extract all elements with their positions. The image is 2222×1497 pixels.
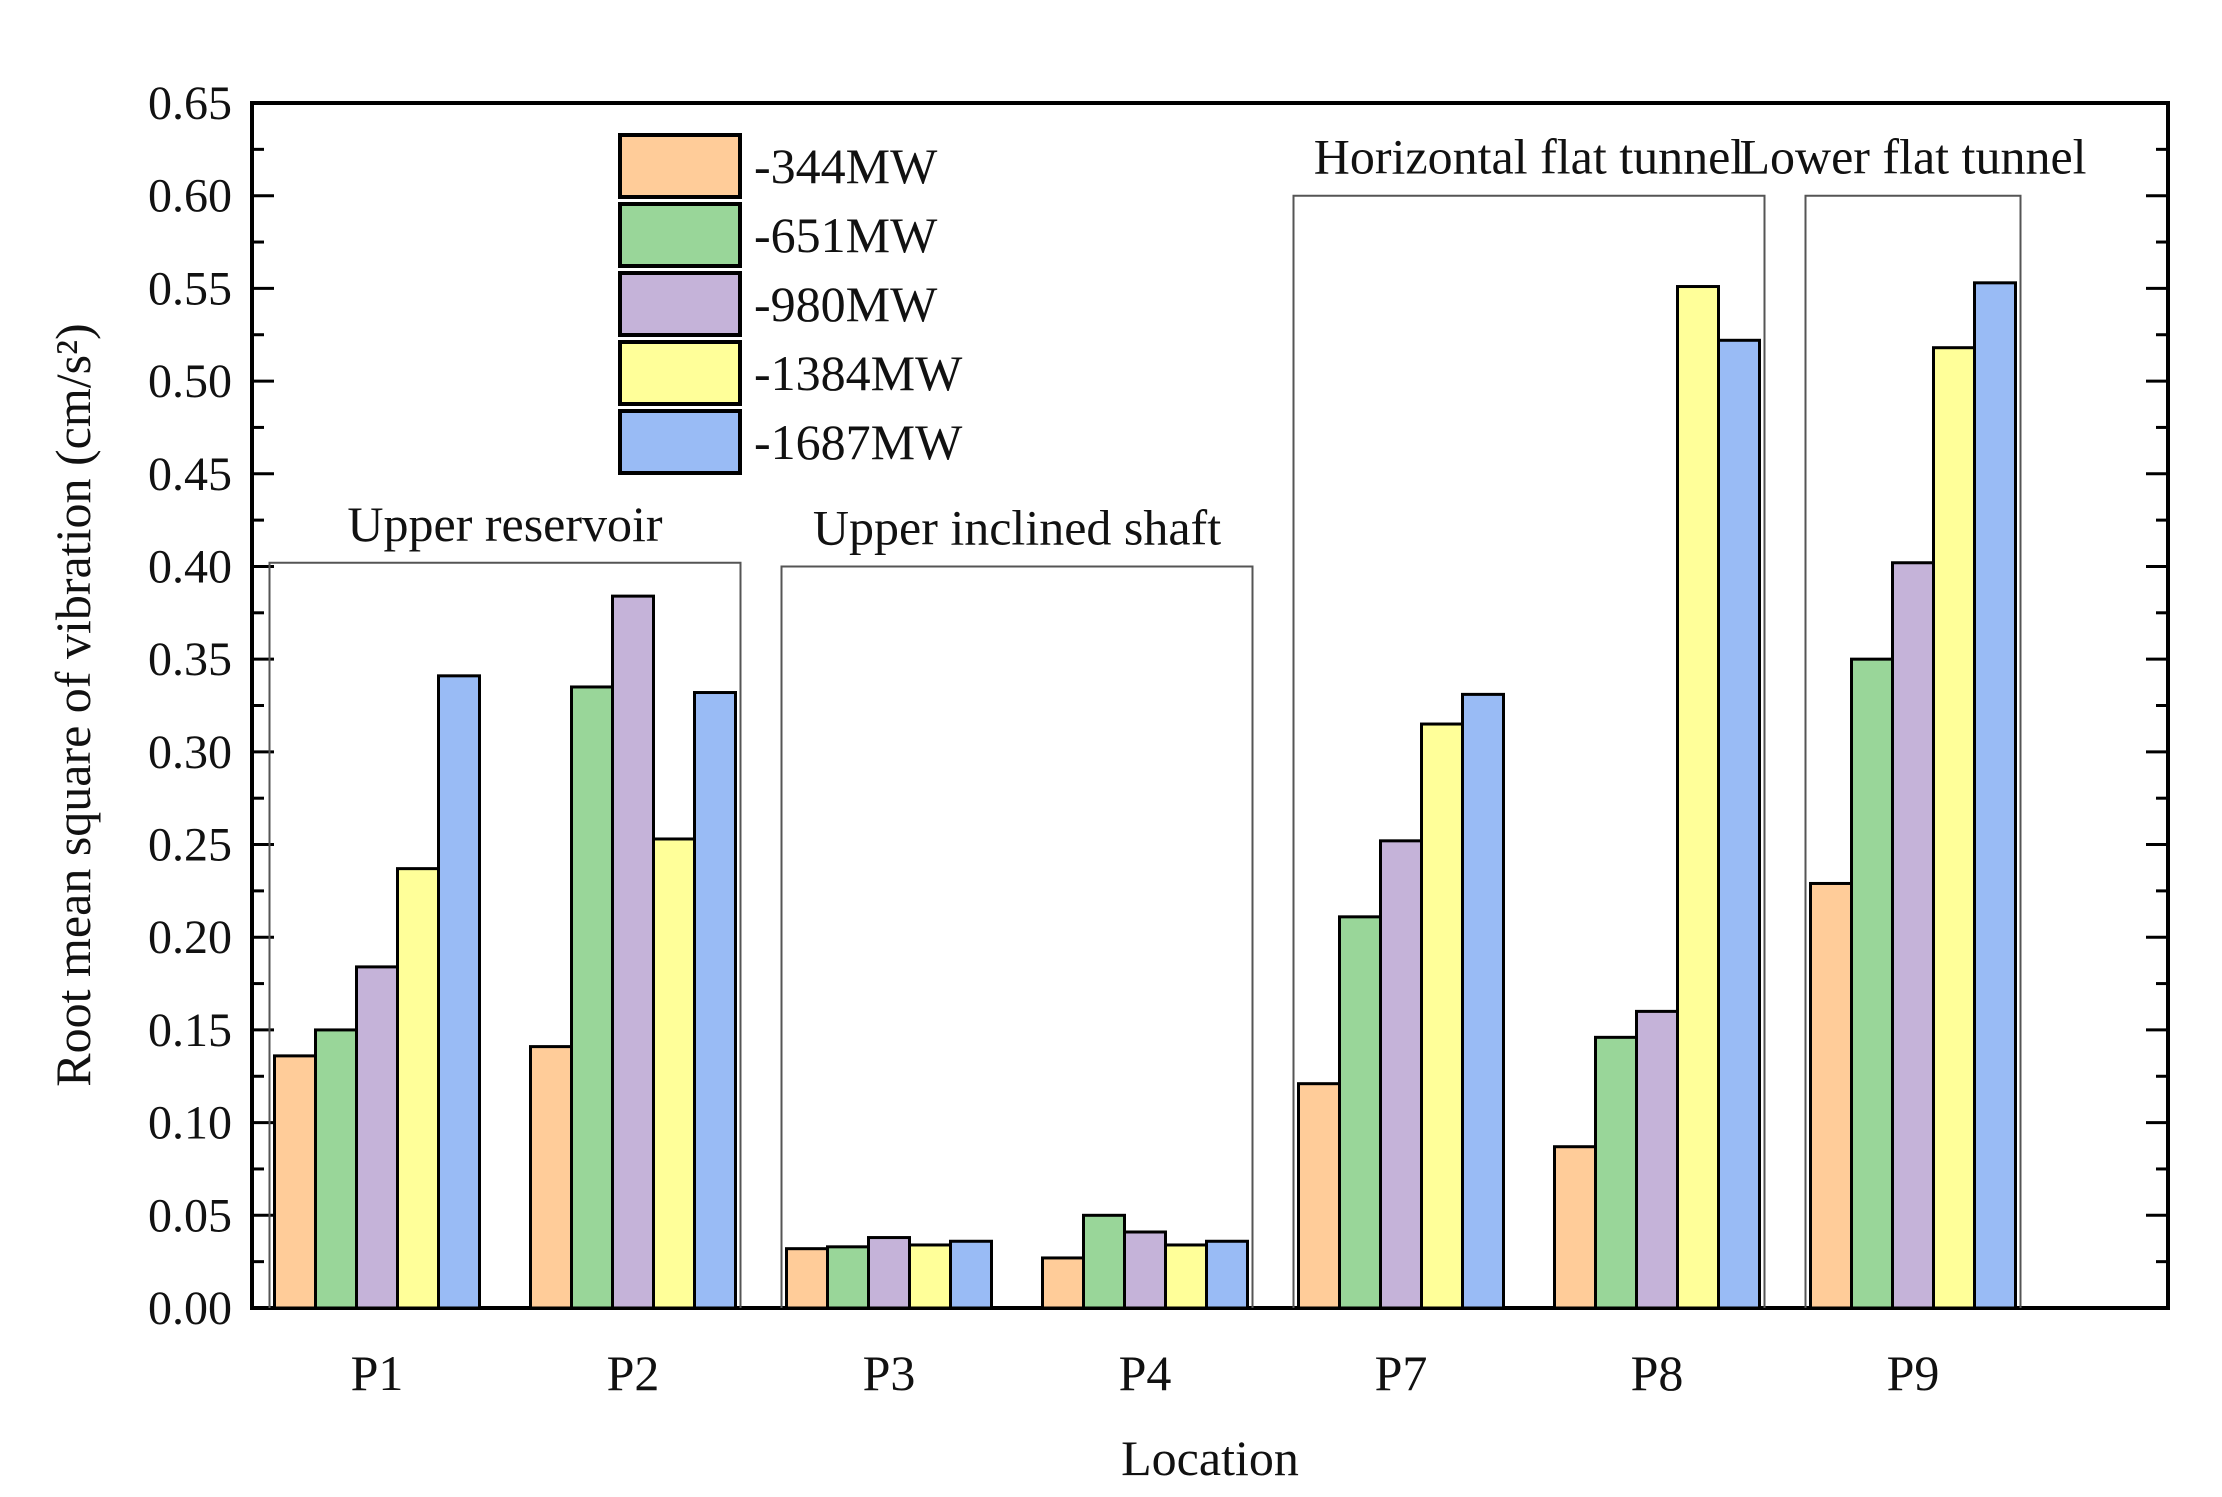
x-axis-category-labels: P1 P2 P3 P4 P7 P8 P9 — [351, 1345, 1940, 1401]
bars — [273, 281, 2017, 1310]
bar-p1-series-1 — [273, 1054, 317, 1310]
y-tick-label: 0.45 — [148, 448, 232, 501]
y-tick-label: 0.15 — [148, 1004, 232, 1057]
y-tick-label: 0.50 — [148, 355, 232, 408]
bar-p9-series-3 — [1891, 561, 1935, 1310]
bar-p9-series-4 — [1932, 346, 1976, 1310]
bar-p2-series-4 — [652, 837, 696, 1310]
bar-p4-series-2 — [1082, 1213, 1126, 1310]
legend-swatch — [618, 271, 742, 337]
legend-label: -1384MW — [754, 345, 963, 401]
legend-label: -1687MW — [754, 414, 963, 470]
y-tick-label: 0.65 — [148, 77, 232, 130]
legend-swatch — [618, 340, 742, 406]
bar-p7-series-2 — [1338, 915, 1382, 1310]
bar-p8-series-4 — [1676, 285, 1720, 1310]
bar-p1-series-2 — [314, 1028, 358, 1310]
bar-p7-series-1 — [1297, 1082, 1341, 1310]
x-axis-title: Location — [1121, 1430, 1299, 1486]
x-tick-label: P3 — [863, 1345, 916, 1401]
legend-swatch — [618, 409, 742, 475]
bar-p8-series-1 — [1553, 1145, 1597, 1310]
bar-p7-series-3 — [1379, 839, 1423, 1310]
group-label: Upper inclined shaft — [813, 499, 1221, 555]
bar-p1-series-4 — [396, 867, 440, 1310]
bar-p8-series-5 — [1717, 338, 1761, 1310]
group-bracket — [780, 565, 1254, 1308]
bar-p9-series-5 — [1973, 281, 2017, 1310]
legend-swatch — [618, 202, 742, 268]
group-bracket — [1804, 194, 2022, 1308]
bar-p1-series-3 — [355, 965, 399, 1310]
group-label: Horizontal flat tunnel — [1314, 129, 1744, 185]
group-label: Lower flat tunnel — [1739, 129, 2086, 185]
bar-p3-series-5 — [949, 1239, 993, 1310]
legend: -344MW -651MW -980MW -1384MW -1687MW — [618, 133, 963, 475]
x-tick-label: P2 — [607, 1345, 660, 1401]
bar-p2-series-2 — [570, 685, 614, 1310]
x-tick-label: P8 — [1631, 1345, 1684, 1401]
legend-swatch — [618, 133, 742, 199]
y-tick-label: 0.25 — [148, 819, 232, 872]
y-axis-ticks — [252, 101, 2168, 1310]
bar-p4-series-5 — [1205, 1239, 1249, 1310]
group-bracket — [268, 561, 742, 1308]
y-tick-label: 0.10 — [148, 1097, 232, 1150]
legend-label: -980MW — [754, 276, 938, 332]
bar-p3-series-4 — [908, 1243, 952, 1310]
bar-p9-series-2 — [1850, 657, 1894, 1310]
y-tick-label: 0.60 — [148, 170, 232, 223]
legend-label: -651MW — [754, 207, 938, 263]
y-tick-label: 0.55 — [148, 262, 232, 315]
bar-p4-series-4 — [1164, 1243, 1208, 1310]
y-tick-label: 0.40 — [148, 540, 232, 593]
x-tick-label: P7 — [1375, 1345, 1428, 1401]
bar-p1-series-5 — [437, 674, 481, 1310]
y-tick-label: 0.30 — [148, 726, 232, 779]
bar-p9-series-1 — [1809, 881, 1853, 1310]
y-axis-title: Root mean square of vibration (cm/s²) — [45, 323, 101, 1086]
bar-p8-series-3 — [1635, 1009, 1679, 1310]
bar-p3-series-2 — [826, 1245, 870, 1310]
x-tick-label: P1 — [351, 1345, 404, 1401]
y-tick-label: 0.20 — [148, 911, 232, 964]
x-tick-label: P4 — [1119, 1345, 1172, 1401]
bar-p7-series-5 — [1461, 692, 1505, 1310]
bar-p7-series-4 — [1420, 722, 1464, 1310]
bar-p4-series-3 — [1123, 1230, 1167, 1310]
group-label: Upper reservoir — [347, 496, 662, 552]
bar-p2-series-1 — [529, 1045, 573, 1310]
x-tick-label: P9 — [1887, 1345, 1940, 1401]
bar-p3-series-3 — [867, 1236, 911, 1310]
bar-p4-series-1 — [1041, 1256, 1085, 1310]
y-axis-tick-labels: 0.00 0.05 0.10 0.15 0.20 0.25 0.30 0.35 0.40 0.45… — [148, 77, 232, 1335]
bar-p2-series-5 — [693, 691, 737, 1310]
y-tick-label: 0.00 — [148, 1282, 232, 1335]
y-tick-label: 0.05 — [148, 1189, 232, 1242]
group-annotations: Upper reservoir Upper inclined shaft Horiz… — [268, 129, 2087, 1308]
legend-label: -344MW — [754, 138, 938, 194]
bar-p8-series-2 — [1594, 1035, 1638, 1310]
y-tick-label: 0.35 — [148, 633, 232, 686]
bar-p3-series-1 — [785, 1247, 829, 1310]
group-bracket — [1292, 194, 1766, 1308]
bar-p2-series-3 — [611, 594, 655, 1310]
